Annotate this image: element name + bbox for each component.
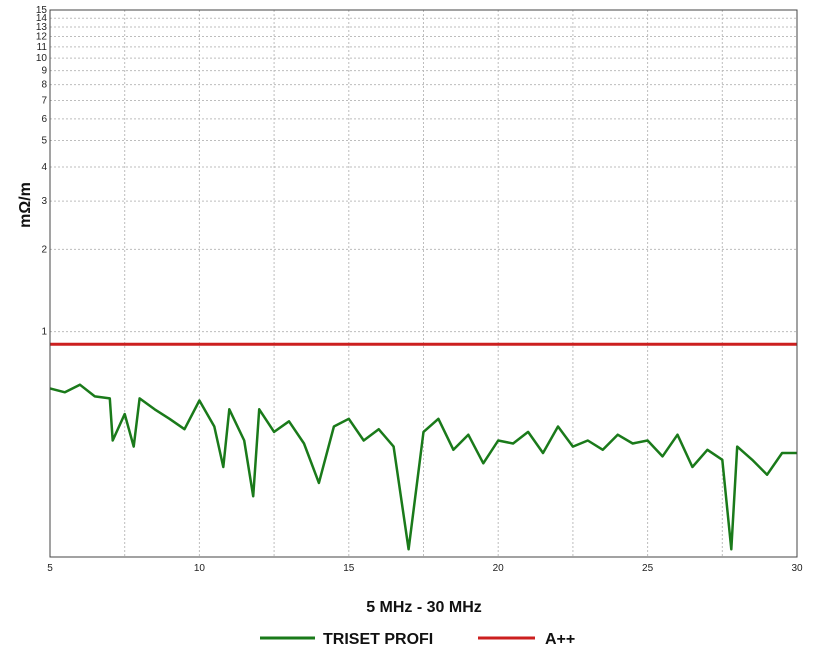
y-axis-label: mΩ/m [17,182,34,228]
y-tick-label: 5 [41,135,47,146]
legend-label-a-plus-plus: A++ [545,631,575,648]
y-tick-label: 8 [41,80,47,91]
y-tick-label: 7 [41,96,47,107]
x-tick-label: 20 [493,563,505,574]
x-tick-labels: 5 10 15 20 25 30 [47,563,803,574]
y-tick-label: 13 [36,22,48,33]
x-tick-label: 25 [642,563,654,574]
y-tick-label: 10 [36,53,48,64]
y-tick-label: 14 [36,13,48,24]
series-layer [49,342,797,551]
y-tick-label: 11 [37,42,48,53]
y-tick-label: 4 [41,162,47,173]
y-tick-label: 9 [41,66,47,77]
x-tick-label: 5 [47,563,53,574]
y-tick-label: 3 [41,196,47,207]
x-axis-label: 5 MHz - 30 MHz [366,599,482,616]
x-tick-label: 10 [194,563,206,574]
series-line-triset-profi [49,383,797,551]
y-tick-label: 12 [36,32,48,43]
legend: TRISET PROFI A++ [260,631,575,648]
y-tick-label: 1 [41,327,47,338]
x-tick-label: 30 [791,563,803,574]
legend-label-triset-profi: TRISET PROFI [323,631,433,648]
grid [50,9,797,557]
x-tick-label: 15 [343,563,355,574]
y-tick-label: 15 [36,5,48,16]
y-tick-label: 2 [41,244,47,255]
y-tick-label: 6 [41,114,47,125]
plot-frame [49,9,798,558]
